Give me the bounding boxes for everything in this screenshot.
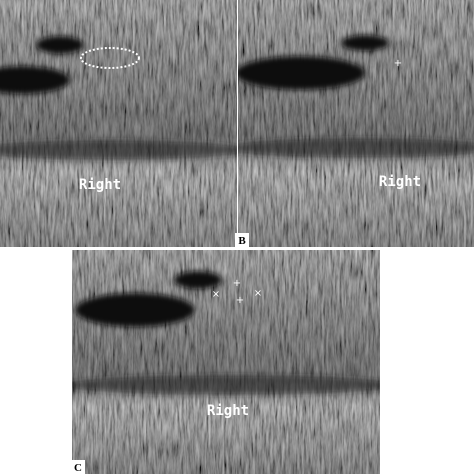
side-label: Right [379, 174, 421, 190]
svg-text:×: × [212, 289, 220, 300]
shade [0, 0, 237, 247]
svg-text:×: × [254, 288, 262, 299]
structures [72, 271, 380, 395]
side-label: Right [79, 177, 121, 193]
svg-text:+: + [236, 295, 244, 306]
panel-tag: B [238, 235, 246, 247]
structures [0, 36, 237, 160]
panel-a: Right [0, 0, 237, 247]
markers: × × + + [212, 278, 262, 306]
tag-box [72, 460, 85, 474]
outline [80, 47, 140, 69]
tag-box [235, 233, 249, 247]
structures [238, 35, 474, 158]
panel-b: + Right [238, 0, 474, 247]
marker: + [394, 58, 402, 69]
svg-text:+: + [233, 278, 241, 289]
panel-tag: C [74, 462, 82, 474]
side-label: Right [207, 403, 249, 419]
panel-c: × × + + Right [72, 250, 380, 474]
shade [72, 250, 380, 474]
